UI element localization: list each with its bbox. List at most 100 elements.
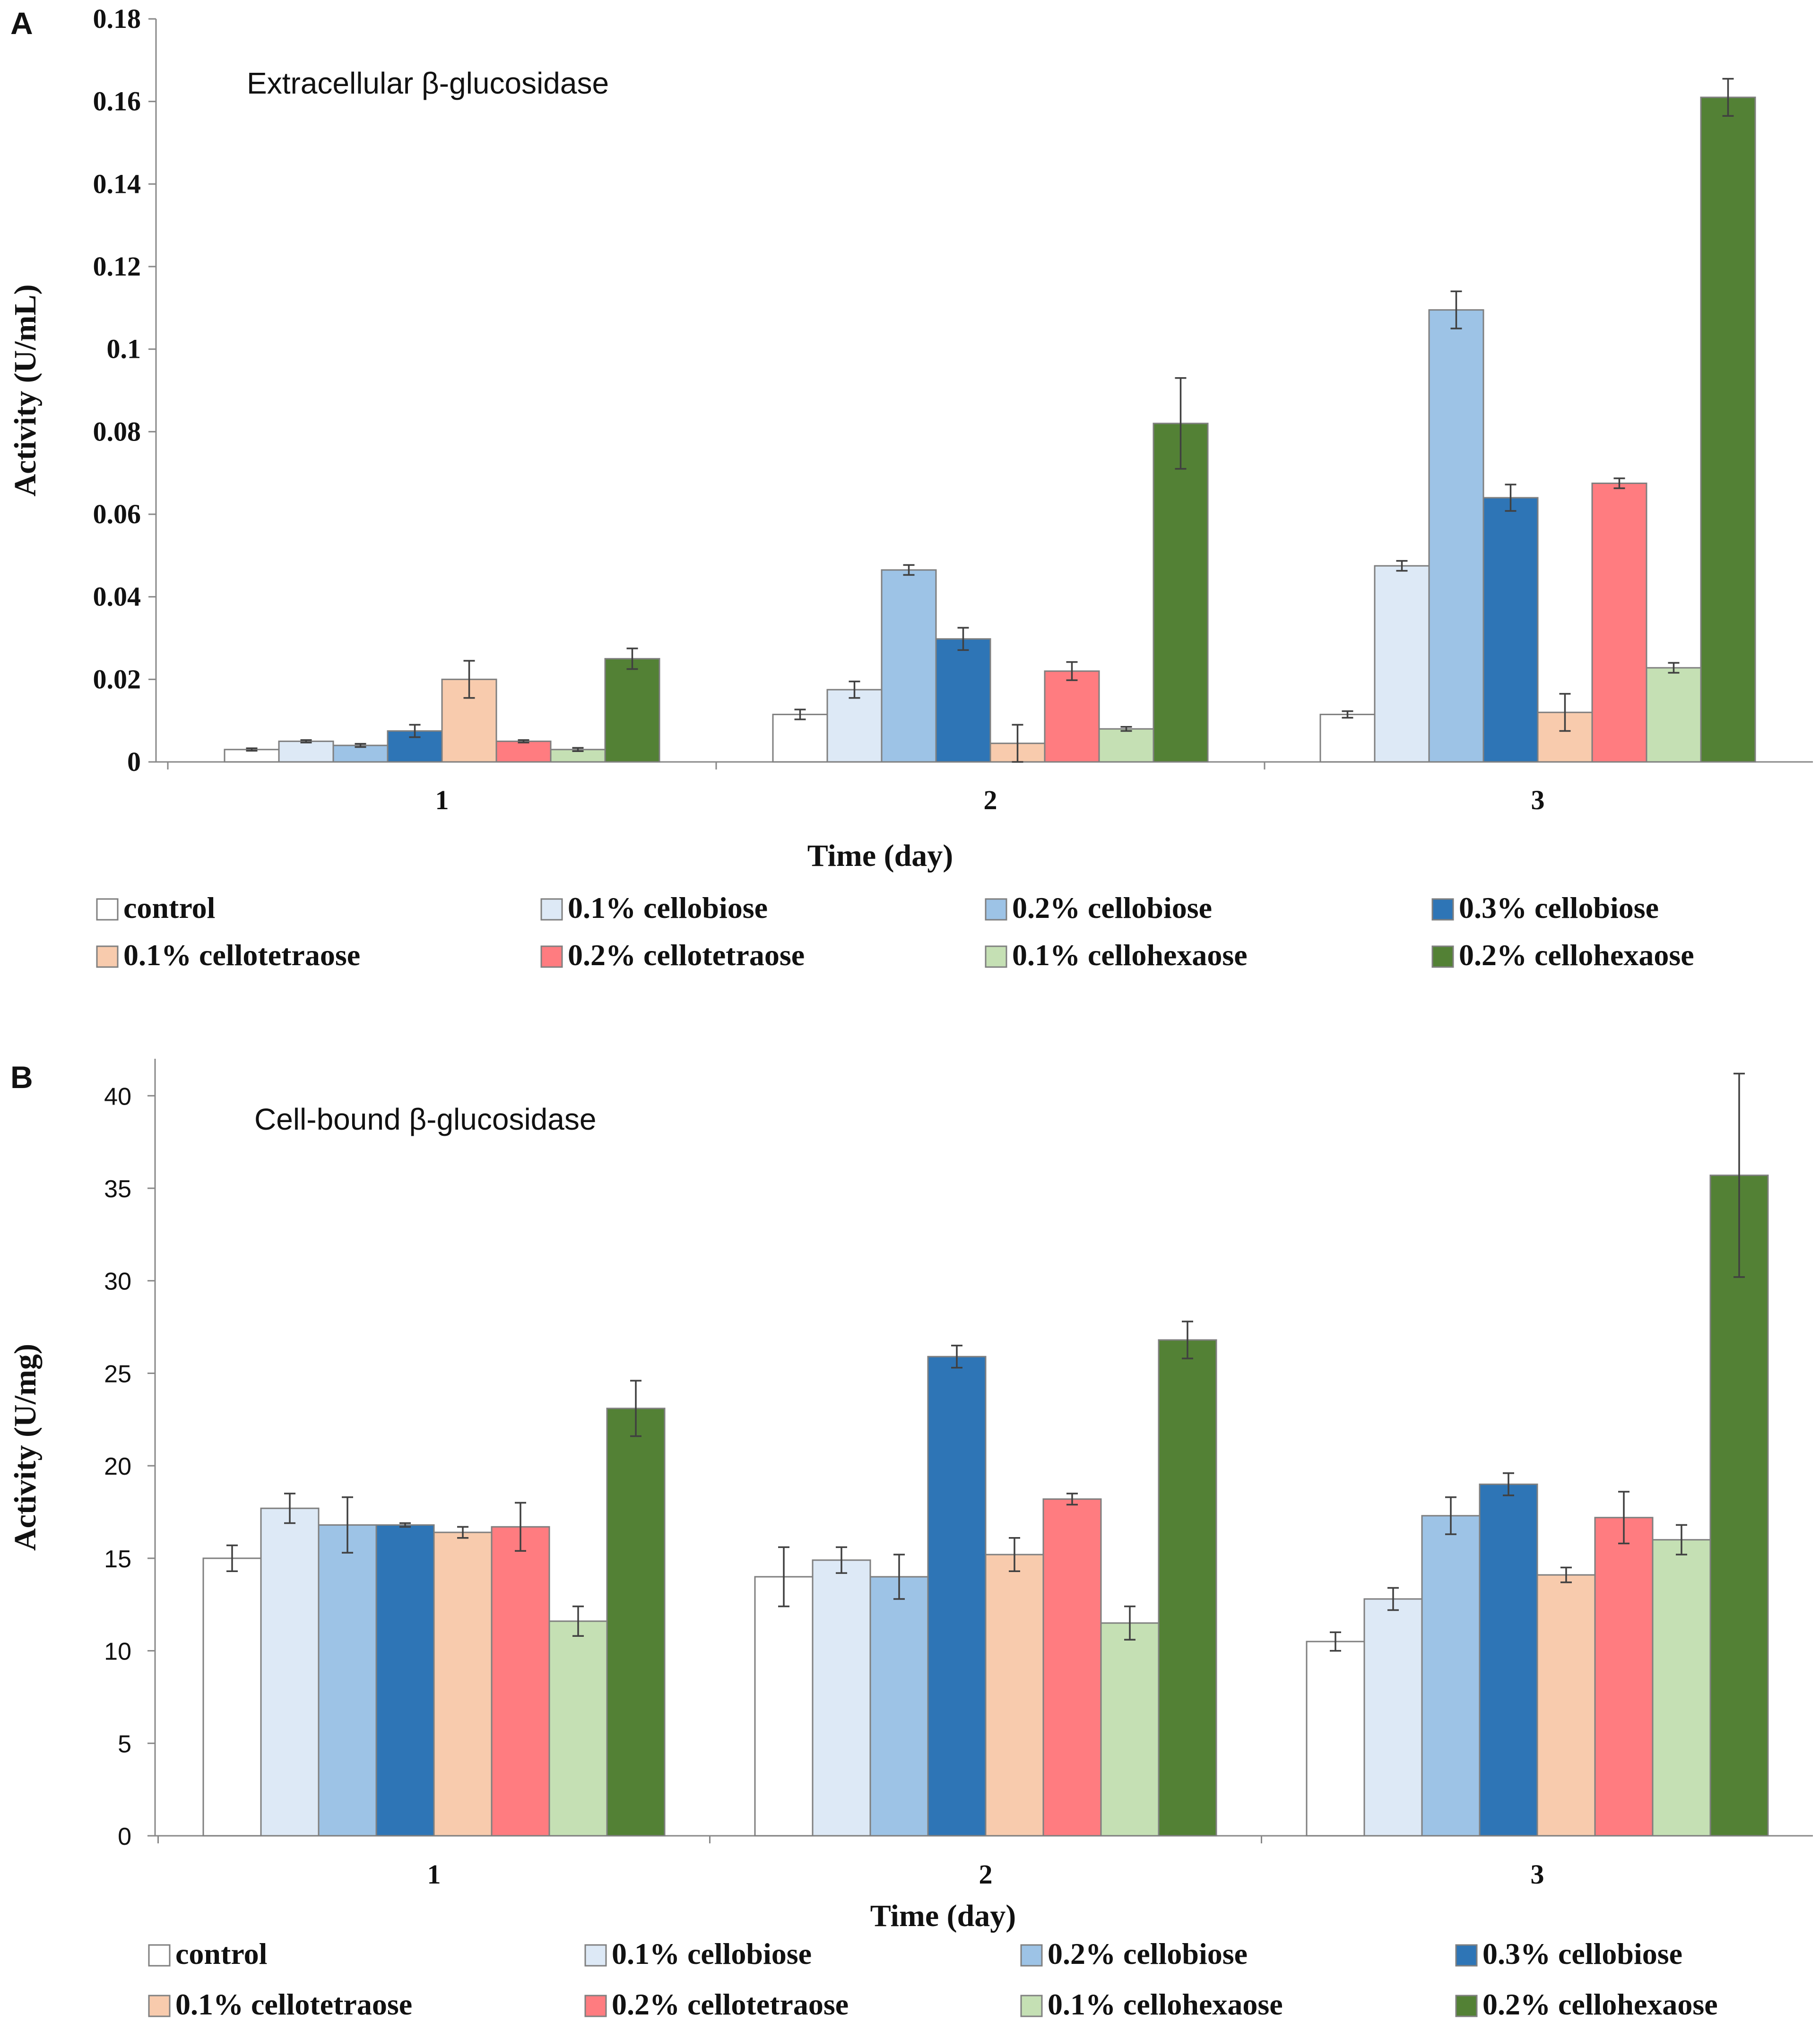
x-tick-label: 3 <box>1531 1859 1544 1890</box>
legend-swatch <box>540 898 563 921</box>
x-axis-label: Time (day) <box>870 1899 1016 1933</box>
bar <box>1482 497 1539 763</box>
bar <box>375 1524 435 1837</box>
bar <box>1646 667 1702 763</box>
y-axis-label: Activity (U/mL) <box>8 284 43 496</box>
legend-entry: 0.3% cellobiose <box>1482 1937 1682 1971</box>
bar <box>826 689 883 763</box>
legend-entry: 0.1% cellotetraose <box>123 938 360 972</box>
legend-swatch <box>1431 945 1454 968</box>
y-tick-label: 0 <box>118 1823 131 1850</box>
bar <box>1594 1517 1654 1837</box>
legend-swatch <box>985 898 1007 921</box>
legend-swatch <box>540 945 563 968</box>
x-tick-label: 2 <box>979 1859 993 1890</box>
legend-entry: control <box>175 1937 267 1971</box>
legend-entry: control <box>123 891 215 925</box>
legend-entry: 0.2% cellohexaose <box>1482 1988 1718 2021</box>
y-tick-label: 0.16 <box>93 86 141 117</box>
bar <box>1044 670 1100 763</box>
y-axis-label: Activity (U/mg) <box>8 1344 43 1551</box>
legend-swatch <box>1020 1944 1043 1967</box>
bar <box>1428 309 1484 763</box>
x-tick-label: 2 <box>984 785 997 815</box>
y-tick-label: 40 <box>104 1083 131 1110</box>
chart-panel-a: A Extracellular β-glucosidase 0 0.02 0.04 0.0… <box>8 3 1813 972</box>
legend-entry: 0.2% cellotetraose <box>568 938 805 972</box>
legend-swatch <box>1455 1995 1478 2017</box>
bar <box>606 1408 666 1837</box>
y-tick-label: 0.06 <box>93 499 141 529</box>
y-tick-label: 0.12 <box>93 251 141 282</box>
legend-swatch <box>1455 1944 1478 1967</box>
bar <box>1709 1175 1769 1837</box>
y-tick-label: 0.14 <box>93 168 141 199</box>
bar <box>491 1526 550 1837</box>
y-tick-label: 0.02 <box>93 664 141 694</box>
legend-entry: 0.2% cellohexaose <box>1459 938 1694 972</box>
bar <box>1153 423 1209 763</box>
legend-swatch <box>148 1944 171 1967</box>
legend-swatch <box>584 1944 607 1967</box>
y-tick-label: 35 <box>104 1175 131 1203</box>
legend-swatch <box>96 945 119 968</box>
bar <box>772 714 828 763</box>
legend-swatch <box>1431 898 1454 921</box>
bar <box>754 1576 814 1837</box>
bar <box>1591 483 1647 763</box>
bar <box>1158 1339 1217 1837</box>
bar <box>548 1620 608 1837</box>
y-tick-label: 0.1 <box>107 334 141 364</box>
bar <box>1700 96 1756 763</box>
legend-swatch <box>584 1995 607 2017</box>
bar <box>812 1559 871 1837</box>
bar <box>260 1507 320 1837</box>
y-tick-label: 5 <box>118 1730 131 1758</box>
legend-entry: 0.1% cellobiose <box>568 891 768 925</box>
chart-title: Extracellular β-glucosidase <box>247 66 609 100</box>
legend-swatch <box>148 1995 171 2017</box>
x-axis-label: Time (day) <box>807 838 953 873</box>
legend-entry: 0.3% cellobiose <box>1459 891 1659 925</box>
bar <box>1363 1598 1423 1837</box>
bar <box>927 1356 987 1837</box>
bar <box>1479 1483 1538 1837</box>
bar <box>318 1524 377 1837</box>
x-tick-label: 1 <box>427 1859 441 1890</box>
bar <box>604 658 660 763</box>
legend-entry: 0.1% cellotetraose <box>175 1988 412 2021</box>
chart-title: Cell-bound β-glucosidase <box>254 1102 596 1136</box>
bar <box>1652 1539 1711 1837</box>
panel-label: A <box>10 6 33 41</box>
bar <box>881 569 937 763</box>
legend-entry: 0.1% cellohexaose <box>1048 1988 1283 2021</box>
y-tick-label: 30 <box>104 1268 131 1296</box>
legend-entry: 0.2% cellobiose <box>1048 1937 1248 1971</box>
bar <box>278 740 334 763</box>
y-tick-label: 10 <box>104 1638 131 1666</box>
legend-entry: 0.2% cellobiose <box>1012 891 1212 925</box>
legend-entry: 0.1% cellobiose <box>612 1937 812 1971</box>
legend-entry: 0.2% cellotetraose <box>612 1988 849 2021</box>
bar <box>1306 1641 1365 1837</box>
legend-swatch <box>1020 1995 1043 2017</box>
bar <box>935 638 991 763</box>
bar <box>1536 1574 1596 1837</box>
bar <box>1100 1622 1160 1837</box>
y-tick-label: 20 <box>104 1453 131 1480</box>
y-tick-label: 0.18 <box>93 3 141 34</box>
y-tick-label: 0.04 <box>93 581 141 612</box>
legend-swatch <box>985 945 1007 968</box>
legend-swatch <box>96 898 119 921</box>
y-tick-label: 25 <box>104 1360 131 1388</box>
bar <box>202 1557 262 1837</box>
y-tick-label: 0 <box>127 746 141 777</box>
x-tick-label: 3 <box>1531 785 1545 815</box>
legend-entry: 0.1% cellohexaose <box>1012 938 1248 972</box>
x-tick-label: 1 <box>435 785 449 815</box>
panel-label: B <box>10 1060 33 1095</box>
bar <box>433 1531 493 1837</box>
bar <box>1421 1515 1481 1837</box>
